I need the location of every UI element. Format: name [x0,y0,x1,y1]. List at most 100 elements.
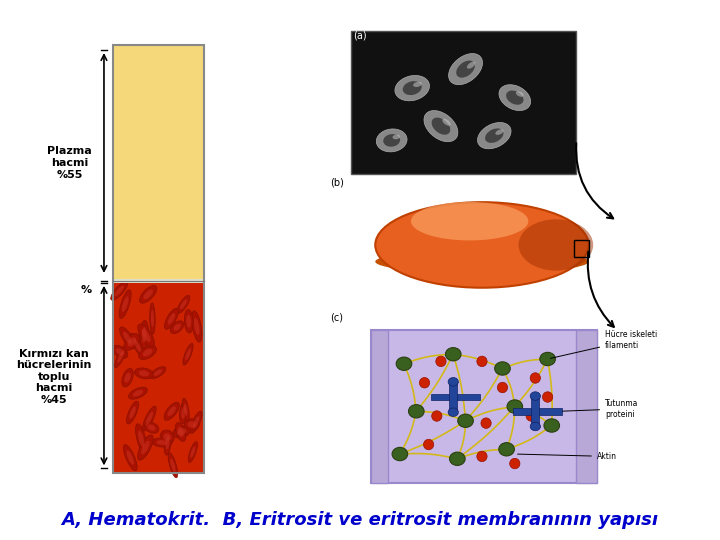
Ellipse shape [194,318,199,335]
Ellipse shape [179,401,188,424]
Ellipse shape [164,430,171,455]
Ellipse shape [477,451,487,462]
Ellipse shape [178,427,184,437]
Ellipse shape [392,447,408,461]
Ellipse shape [413,82,422,87]
Ellipse shape [132,390,143,396]
Ellipse shape [177,428,186,435]
Ellipse shape [120,327,135,349]
Ellipse shape [448,377,459,386]
Ellipse shape [530,373,541,383]
Ellipse shape [188,442,197,462]
Ellipse shape [423,440,433,450]
Ellipse shape [125,373,131,383]
Text: (b): (b) [330,178,344,187]
Text: (a): (a) [353,30,366,40]
Ellipse shape [495,129,504,135]
Bar [449,380,457,414]
Bar [575,240,589,257]
Ellipse shape [542,392,553,402]
Ellipse shape [168,453,178,478]
Ellipse shape [188,421,196,428]
Ellipse shape [150,367,166,379]
Ellipse shape [392,134,400,139]
Ellipse shape [499,443,514,456]
Ellipse shape [180,299,187,309]
Ellipse shape [122,368,133,387]
Ellipse shape [127,338,136,347]
Ellipse shape [164,402,179,420]
Text: A, Hematokrit.  B, Eritrosit ve eritrosit membranının yapısı: A, Hematokrit. B, Eritrosit ve eritrosit… [61,511,659,529]
Text: %: % [81,285,92,295]
Polygon shape [577,330,597,483]
Text: Kırmızı kan
hücrelerinin
toplu
hacmi
%45: Kırmızı kan hücrelerinin toplu hacmi %45 [17,349,92,405]
Ellipse shape [143,349,153,356]
Ellipse shape [140,286,157,303]
Ellipse shape [185,348,191,360]
Ellipse shape [182,398,189,421]
Bar [113,45,204,281]
Ellipse shape [120,290,131,319]
Ellipse shape [168,313,175,325]
Ellipse shape [526,411,536,421]
Ellipse shape [127,450,134,465]
Ellipse shape [151,310,154,327]
Ellipse shape [408,404,424,418]
Ellipse shape [156,440,167,445]
Ellipse shape [175,422,186,441]
Ellipse shape [123,332,132,344]
Ellipse shape [177,295,190,313]
Ellipse shape [148,424,156,431]
Ellipse shape [375,249,589,274]
FancyBboxPatch shape [351,31,577,174]
Ellipse shape [190,411,202,433]
Ellipse shape [143,289,153,299]
Ellipse shape [485,129,503,143]
Ellipse shape [424,111,458,141]
Ellipse shape [184,309,193,333]
Ellipse shape [139,370,149,376]
Ellipse shape [124,334,140,350]
Ellipse shape [114,346,127,368]
Bar [113,281,204,473]
Ellipse shape [458,414,473,428]
Bar [457,394,480,400]
Ellipse shape [499,85,531,111]
Ellipse shape [129,406,136,419]
Ellipse shape [145,412,153,426]
Ellipse shape [432,411,442,421]
Ellipse shape [138,430,144,447]
Ellipse shape [481,418,491,428]
Ellipse shape [135,368,153,379]
Ellipse shape [142,329,150,342]
Ellipse shape [530,392,541,400]
Ellipse shape [540,352,555,366]
Ellipse shape [174,323,181,330]
Ellipse shape [141,441,150,455]
Ellipse shape [117,351,124,363]
Ellipse shape [446,348,461,361]
Ellipse shape [448,408,459,416]
Bar [531,395,539,428]
Ellipse shape [431,118,450,134]
Ellipse shape [186,315,191,328]
Ellipse shape [477,356,487,367]
Ellipse shape [135,424,147,454]
Ellipse shape [193,416,199,428]
Ellipse shape [165,308,179,329]
Ellipse shape [116,348,125,355]
Ellipse shape [456,60,475,78]
Ellipse shape [510,458,520,469]
Text: Hücre iskeleti
filamenti: Hücre iskeleti filamenti [550,330,657,359]
Bar [113,279,204,284]
Ellipse shape [171,321,184,334]
Ellipse shape [184,418,199,430]
Ellipse shape [140,320,148,349]
Ellipse shape [192,311,202,342]
Ellipse shape [436,356,446,367]
Ellipse shape [138,435,153,460]
Ellipse shape [183,343,193,365]
Polygon shape [372,330,387,483]
Ellipse shape [544,419,559,432]
Ellipse shape [145,422,159,433]
